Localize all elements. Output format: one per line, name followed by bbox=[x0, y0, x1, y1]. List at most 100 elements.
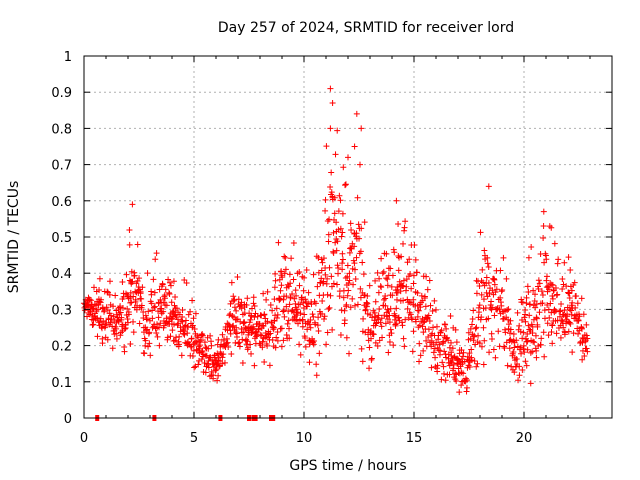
data-point bbox=[284, 320, 291, 327]
data-point bbox=[346, 350, 353, 357]
data-point bbox=[194, 332, 201, 339]
data-point bbox=[136, 275, 143, 282]
data-point bbox=[223, 335, 230, 342]
data-point bbox=[208, 342, 215, 349]
data-point bbox=[336, 192, 343, 199]
data-point bbox=[511, 344, 518, 351]
data-point bbox=[536, 280, 543, 287]
data-point bbox=[259, 338, 266, 345]
data-point bbox=[360, 315, 367, 322]
data-point bbox=[566, 294, 573, 301]
data-point bbox=[335, 270, 342, 277]
data-point bbox=[110, 303, 117, 310]
data-point bbox=[309, 311, 316, 318]
data-point bbox=[561, 307, 568, 314]
data-point bbox=[412, 256, 419, 263]
data-point bbox=[170, 278, 177, 285]
data-point bbox=[447, 313, 454, 320]
data-point bbox=[259, 344, 266, 351]
data-point bbox=[313, 372, 320, 379]
data-point bbox=[504, 362, 511, 369]
data-point bbox=[432, 354, 439, 361]
data-point bbox=[195, 334, 202, 341]
data-point bbox=[389, 272, 396, 279]
data-point bbox=[168, 299, 175, 306]
data-point bbox=[485, 264, 492, 271]
data-point bbox=[538, 288, 545, 295]
data-point bbox=[325, 238, 332, 245]
data-point bbox=[448, 339, 455, 346]
data-point bbox=[543, 277, 550, 284]
data-point bbox=[244, 344, 251, 351]
data-point bbox=[151, 303, 158, 310]
data-point bbox=[451, 354, 458, 361]
data-point bbox=[580, 311, 587, 318]
data-point bbox=[575, 317, 582, 324]
data-point bbox=[485, 315, 492, 322]
data-point bbox=[382, 302, 389, 309]
data-point bbox=[492, 289, 499, 296]
data-point bbox=[400, 335, 407, 342]
data-point bbox=[356, 161, 363, 168]
data-point bbox=[358, 225, 365, 232]
data-point bbox=[274, 337, 281, 344]
data-point bbox=[553, 330, 560, 337]
data-point bbox=[344, 273, 351, 280]
data-point bbox=[583, 321, 590, 328]
data-point bbox=[86, 296, 93, 303]
data-point bbox=[546, 223, 553, 230]
data-point bbox=[228, 350, 235, 357]
data-point bbox=[568, 287, 575, 294]
data-point bbox=[257, 331, 264, 338]
data-point bbox=[122, 325, 129, 332]
data-point bbox=[382, 293, 389, 300]
data-point bbox=[273, 315, 280, 322]
data-point bbox=[414, 290, 421, 297]
data-point bbox=[484, 260, 491, 267]
data-point bbox=[413, 269, 420, 276]
data-point bbox=[431, 297, 438, 304]
data-point bbox=[520, 329, 527, 336]
data-point bbox=[107, 319, 114, 326]
data-point bbox=[392, 322, 399, 329]
data-point bbox=[319, 259, 326, 266]
data-point bbox=[333, 219, 340, 226]
data-point bbox=[322, 196, 329, 203]
data-point bbox=[325, 305, 332, 312]
data-point bbox=[127, 294, 134, 301]
data-point bbox=[321, 313, 328, 320]
data-point bbox=[354, 301, 361, 308]
data-point bbox=[185, 311, 192, 318]
data-point bbox=[379, 270, 386, 277]
data-point bbox=[274, 311, 281, 318]
data-point bbox=[215, 372, 222, 379]
data-point bbox=[329, 326, 336, 333]
data-point bbox=[530, 338, 537, 345]
data-point bbox=[171, 337, 178, 344]
data-point bbox=[541, 315, 548, 322]
data-point bbox=[540, 234, 547, 241]
data-point bbox=[199, 332, 206, 339]
data-point bbox=[423, 337, 430, 344]
data-point bbox=[532, 291, 539, 298]
data-point bbox=[334, 262, 341, 269]
data-point bbox=[127, 340, 134, 347]
data-point bbox=[386, 312, 393, 319]
data-point bbox=[267, 330, 274, 337]
data-point bbox=[302, 334, 309, 341]
data-point bbox=[488, 335, 495, 342]
data-point bbox=[205, 345, 212, 352]
data-point bbox=[366, 282, 373, 289]
data-point bbox=[141, 350, 148, 357]
data-point bbox=[559, 286, 566, 293]
data-point bbox=[282, 266, 289, 273]
data-point bbox=[255, 326, 262, 333]
data-point bbox=[445, 337, 452, 344]
data-point bbox=[474, 360, 481, 367]
data-point bbox=[201, 360, 208, 367]
data-point bbox=[503, 275, 510, 282]
data-point bbox=[377, 319, 384, 326]
data-point bbox=[378, 323, 385, 330]
data-point bbox=[244, 295, 251, 302]
data-point bbox=[340, 294, 347, 301]
